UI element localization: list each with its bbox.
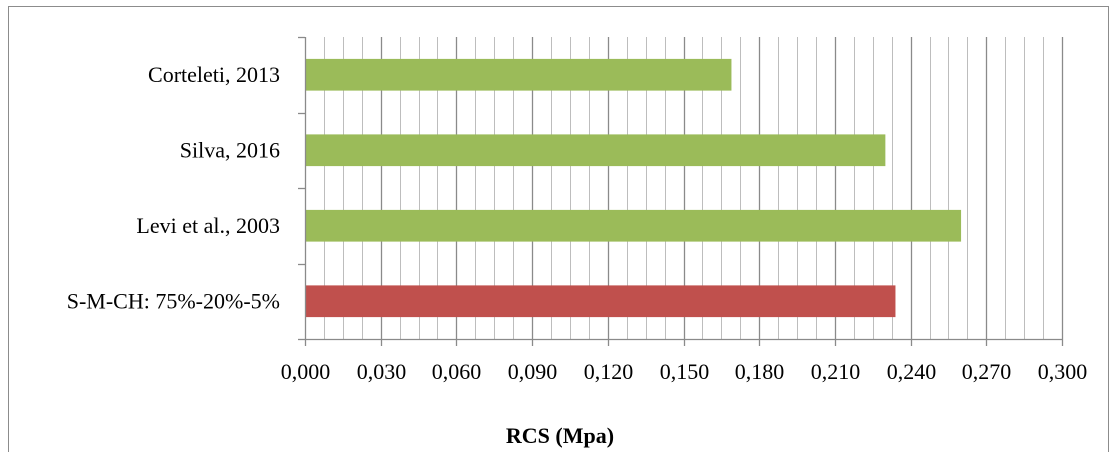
bar bbox=[305, 134, 886, 167]
y-axis-labels: S-M-CH: 75%-20%-5% Levi et al., 2003 Silva… bbox=[67, 62, 280, 314]
x-tick-label: 0,120 bbox=[584, 359, 634, 384]
y-tick-label: Corteleti, 2013 bbox=[148, 62, 280, 87]
x-tick-label: 0,300 bbox=[1038, 359, 1088, 384]
x-tick-label: 0,030 bbox=[357, 359, 407, 384]
x-tick-label: 0,180 bbox=[735, 359, 785, 384]
x-tick-label: 0,210 bbox=[811, 359, 861, 384]
x-tick-label: 0,060 bbox=[432, 359, 482, 384]
x-axis-tick-labels: 0,000 0,030 0,060 0,090 0,120 0,150 0,180 0,210… bbox=[281, 359, 1088, 384]
bar bbox=[305, 209, 962, 242]
x-tick-label: 0,240 bbox=[887, 359, 937, 384]
bar bbox=[305, 58, 732, 91]
x-tick-label: 0,090 bbox=[508, 359, 558, 384]
x-tick-label: 0,000 bbox=[281, 359, 331, 384]
x-axis-title: RCS (Mpa) bbox=[506, 423, 614, 448]
y-tick-label: Levi et al., 2003 bbox=[136, 213, 280, 238]
axes bbox=[298, 36, 1064, 346]
y-tick-label: S-M-CH: 75%-20%-5% bbox=[67, 288, 280, 313]
x-tick-label: 0,150 bbox=[660, 359, 710, 384]
y-tick-label: Silva, 2016 bbox=[180, 137, 280, 162]
bars bbox=[305, 58, 962, 318]
x-tick-label: 0,270 bbox=[962, 359, 1012, 384]
bar bbox=[305, 285, 896, 318]
